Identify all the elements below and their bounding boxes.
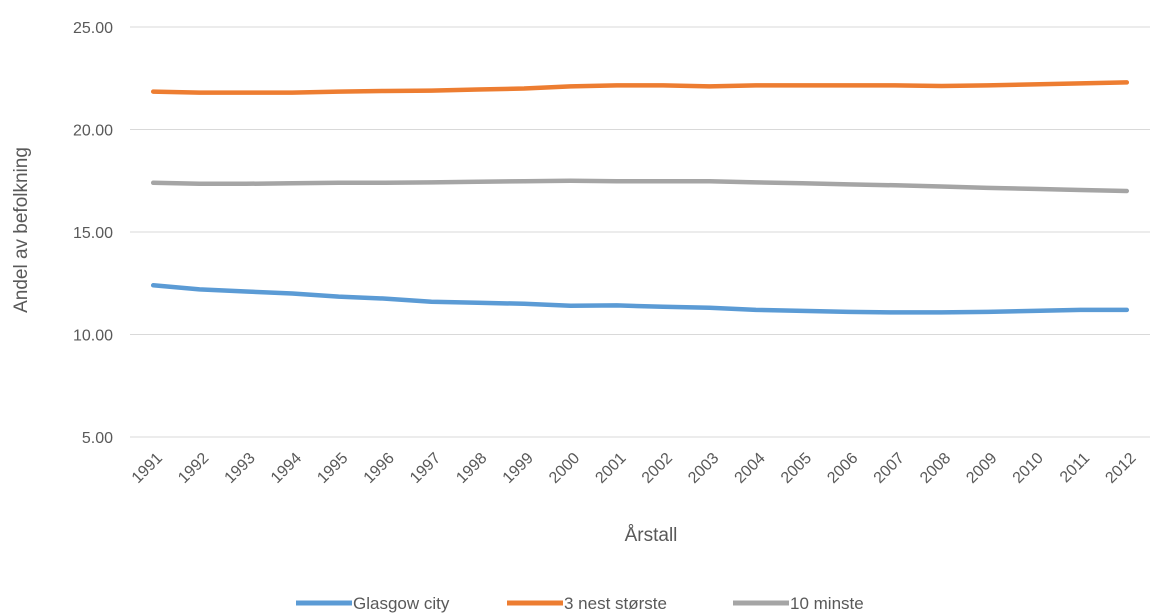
x-tick-label: 1999 (500, 450, 537, 487)
x-tick-label: 1995 (314, 450, 351, 487)
legend-label: 3 nest største (564, 594, 667, 613)
x-tick-labels: 1991 1992 1993 1994 1995 1996 1997 1998 1999 2000… (129, 450, 1140, 487)
y-tick-label: 20.00 (73, 123, 113, 140)
series-line-3 (150, 178, 1130, 194)
x-tick-label: 2006 (824, 450, 861, 487)
x-tick-label: 2012 (1102, 450, 1139, 487)
x-tick-label: 2007 (871, 450, 908, 487)
legend-label: 10 minste (790, 594, 864, 613)
legend: Glasgow city 3 nest største 10 minste (296, 594, 864, 613)
x-tick-label: 2008 (917, 450, 954, 487)
y-tick-labels: 5.00 10.00 15.00 20.00 25.00 (73, 20, 113, 447)
x-tick-label: 2010 (1010, 450, 1047, 487)
gridlines (130, 26, 1150, 438)
x-tick-label: 2003 (685, 450, 722, 487)
x-tick-label: 1997 (407, 450, 444, 487)
x-tick-label: 1993 (222, 450, 259, 487)
x-tick-label: 1996 (361, 450, 398, 487)
x-tick-label: 2002 (639, 450, 676, 487)
x-tick-label: 1998 (453, 450, 490, 487)
x-tick-label: 2001 (592, 450, 629, 487)
x-tick-label: 2005 (778, 450, 815, 487)
x-tick-label: 2011 (1057, 450, 1093, 486)
x-tick-label: 2000 (546, 450, 583, 487)
x-tick-label: 1991 (129, 450, 166, 487)
y-tick-label: 10.00 (73, 328, 113, 345)
y-tick-label: 5.00 (82, 430, 113, 447)
series-line-1 (150, 283, 1130, 315)
y-tick-label: 15.00 (73, 225, 113, 242)
y-axis-title: Andel av befolkning (11, 147, 32, 313)
x-tick-label: 2004 (732, 450, 769, 487)
x-tick-label: 1994 (268, 450, 305, 487)
x-axis-title: Årstall (625, 525, 678, 546)
series-lines (150, 80, 1130, 315)
legend-label: Glasgow city (353, 594, 450, 613)
x-tick-label: 2009 (963, 450, 1000, 487)
y-tick-label: 25.00 (73, 20, 113, 37)
x-tick-label: 1992 (175, 450, 212, 487)
series-line-2 (150, 80, 1130, 95)
